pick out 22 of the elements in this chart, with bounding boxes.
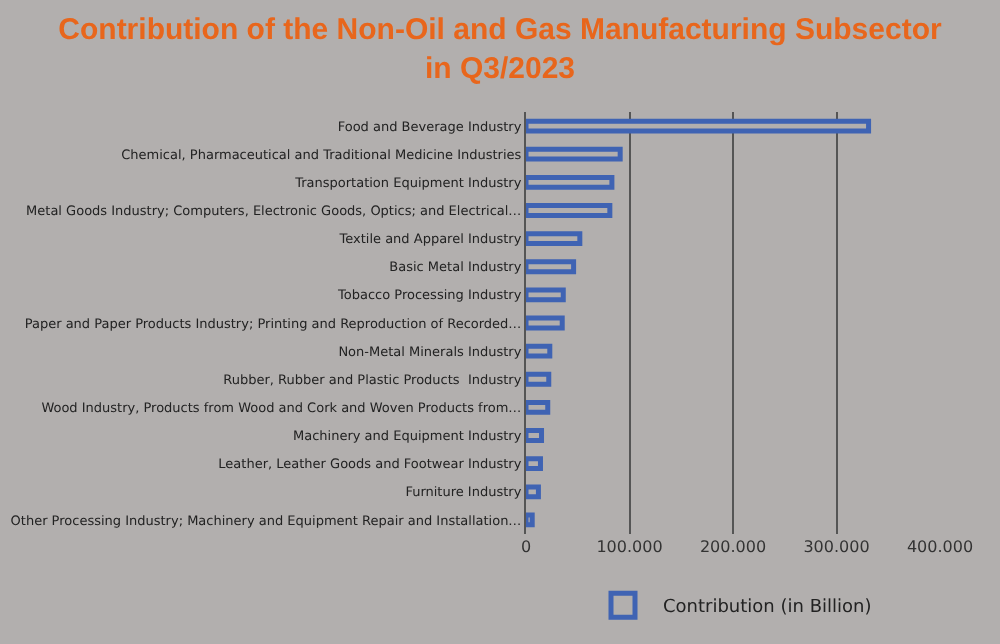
bar — [526, 371, 552, 387]
bar — [526, 512, 535, 528]
x-tick-label: 300.000 — [803, 538, 870, 556]
legend-label: Contribution (in Billion) — [663, 598, 872, 619]
bar — [526, 259, 577, 275]
bar — [526, 118, 872, 134]
bar — [526, 428, 545, 443]
bar — [526, 203, 613, 218]
bar — [526, 315, 565, 331]
x-tick-label: 200.000 — [699, 538, 767, 556]
x-tick-label: 100.000 — [596, 538, 663, 556]
bar — [526, 174, 615, 190]
bar — [526, 343, 553, 359]
x-tick-label: 0 — [520, 538, 532, 556]
chart-title: Contribution of the Non-Oil and Gas Manufacturing Subsector in Q3/2023 — [58, 12, 942, 86]
x-tick-label: 400.000 — [906, 538, 974, 556]
bar — [526, 399, 551, 415]
bar — [526, 287, 566, 303]
bar — [526, 456, 543, 472]
bar — [526, 484, 541, 500]
bar — [526, 231, 583, 247]
bar — [526, 146, 623, 162]
